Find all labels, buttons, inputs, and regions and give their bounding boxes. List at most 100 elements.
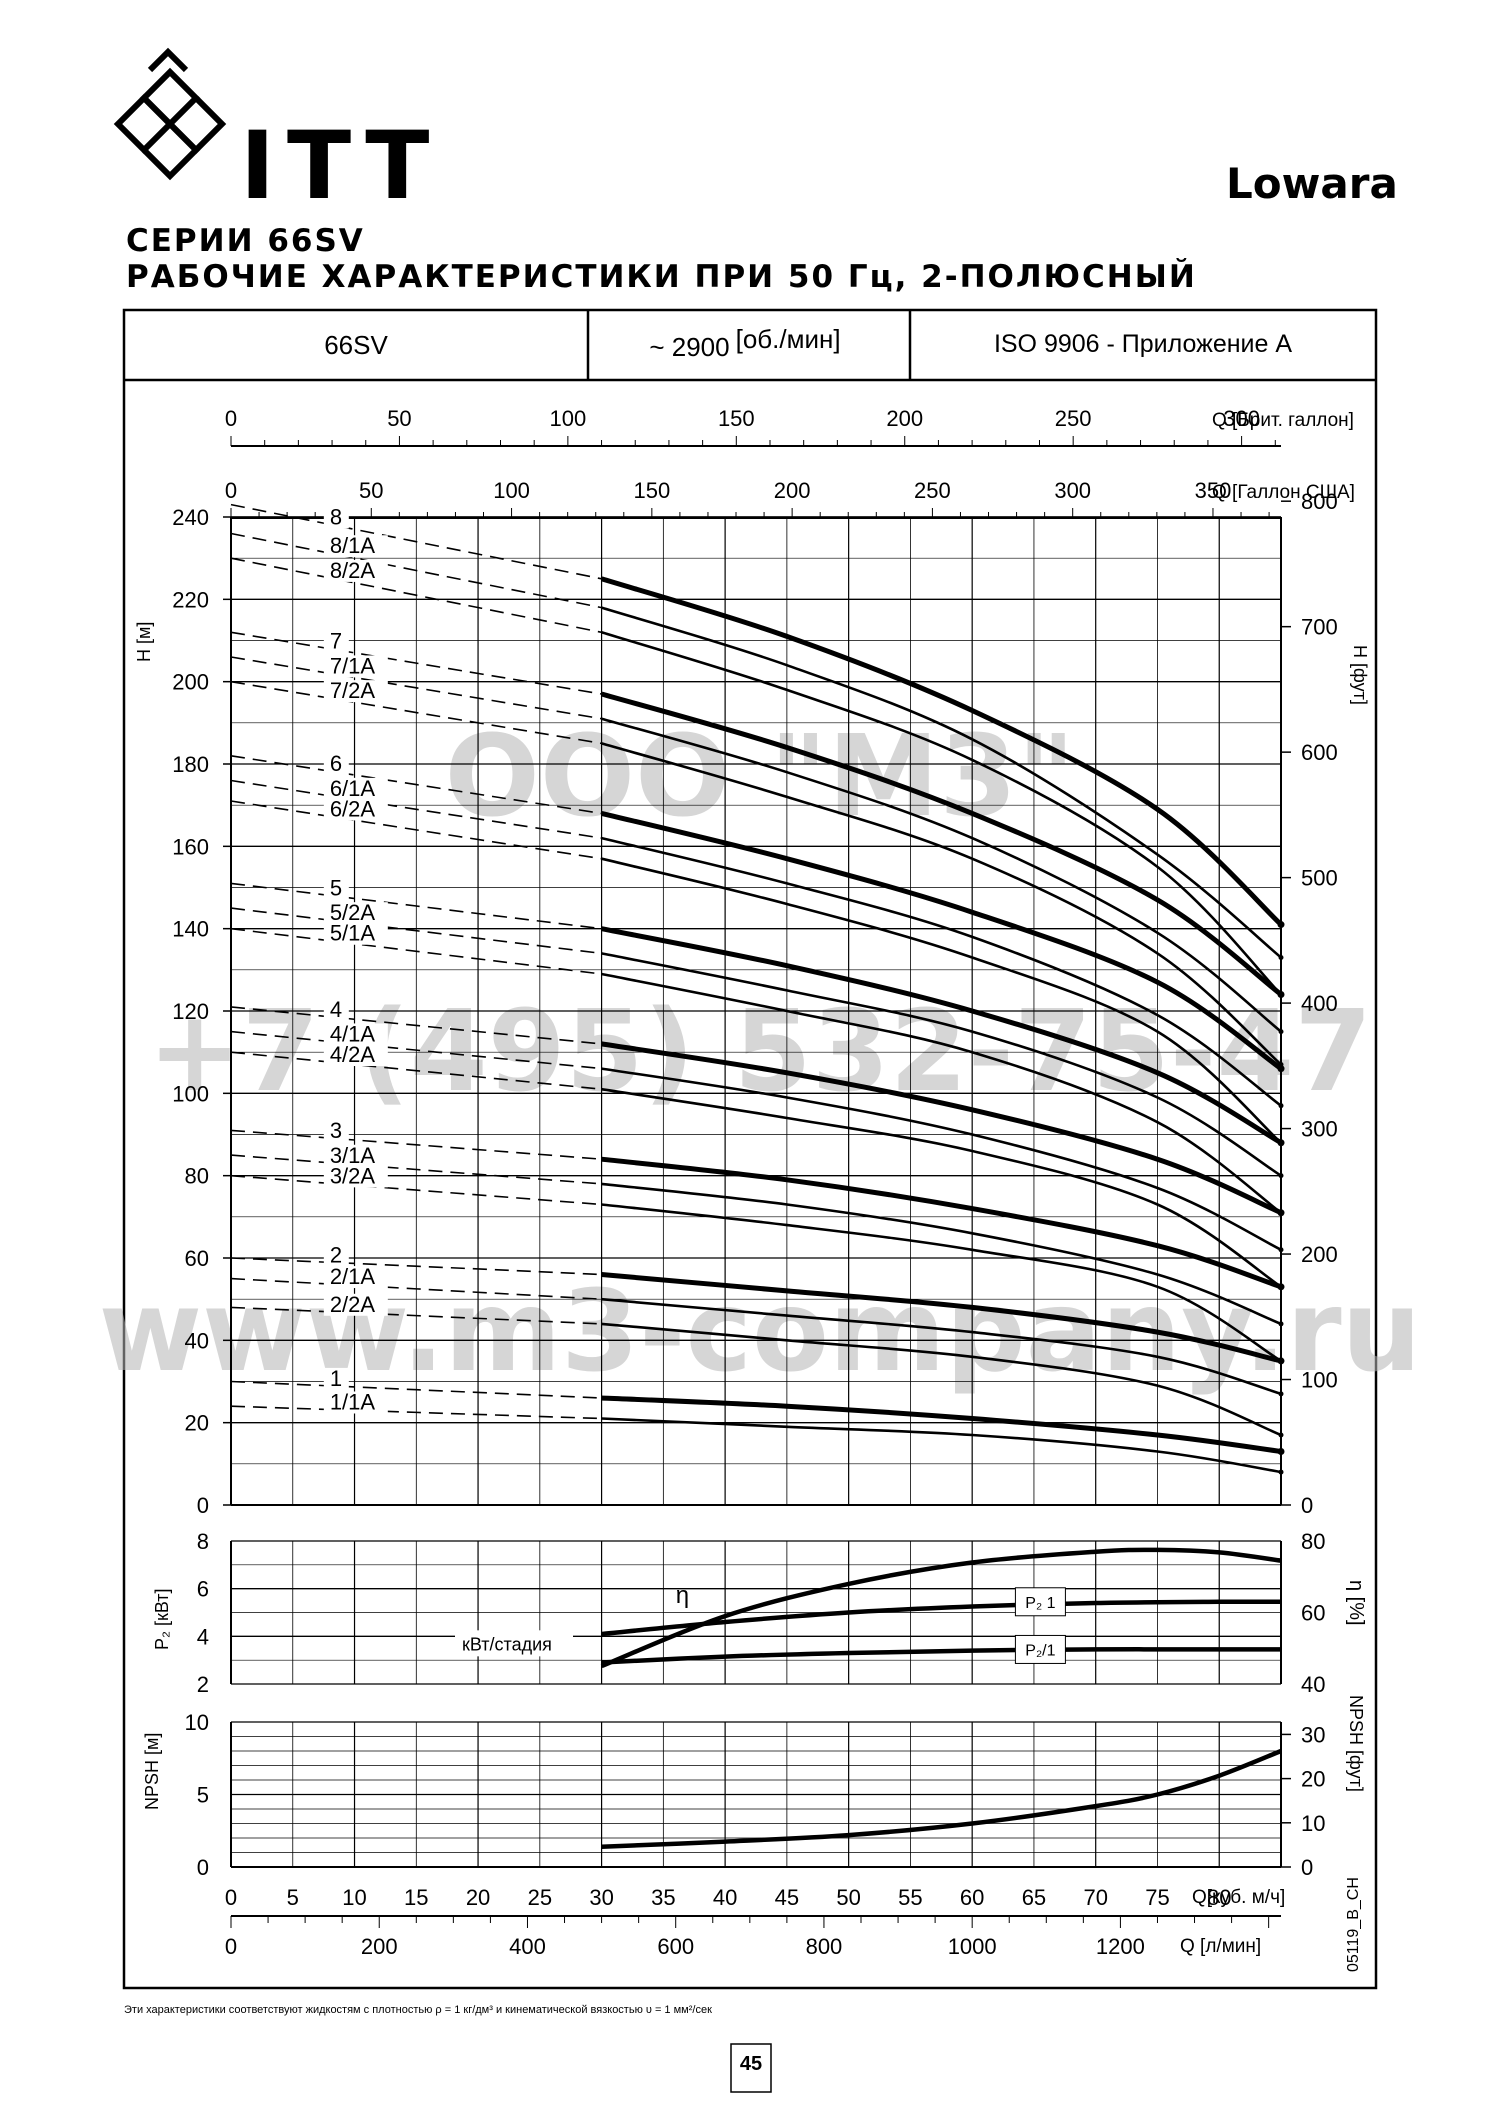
head-curve-3 bbox=[601, 1156, 1282, 1290]
stage-label-2-2a: 2/2A bbox=[330, 1292, 376, 1317]
stage-label-4-2a: 4/2A bbox=[330, 1042, 376, 1067]
head-curve-end-1 bbox=[1277, 1447, 1285, 1455]
q-m3h-tick-label: 20 bbox=[466, 1885, 490, 1910]
head-curve-dashed-4-1a bbox=[230, 1030, 602, 1070]
q-brit-tick-label: 250 bbox=[1055, 406, 1092, 431]
npsh-ft-axis-label: NPSH [фут] bbox=[1346, 1695, 1366, 1792]
head-curve-end-2 bbox=[1277, 1357, 1285, 1365]
q-m3h-axis-label: Q[куб. м/ч] bbox=[1192, 1887, 1285, 1908]
page-number: 45 bbox=[739, 2053, 763, 2075]
h-left-tick-label: 180 bbox=[172, 752, 209, 777]
npsh-tick-label: 5 bbox=[197, 1783, 209, 1808]
head-curve-dashed-2 bbox=[230, 1257, 602, 1276]
stage-label-bg-3-1a bbox=[323, 1144, 388, 1167]
head-curve-end-7 bbox=[1277, 991, 1285, 999]
head-curve-dashed-2-2a bbox=[230, 1306, 602, 1325]
head-curve-2-1a bbox=[601, 1297, 1282, 1396]
efficiency-curve bbox=[600, 1547, 1282, 1669]
plot-layer: 8 8/1A8/2A 77/1A7/2A 66/1A6/2A 55/2A5/1A 44/1… bbox=[230, 503, 1285, 1849]
model-cell: 66SV bbox=[324, 330, 388, 360]
q-m3h-tick-label: 25 bbox=[528, 1885, 552, 1910]
stage-label-5: 5 bbox=[330, 875, 342, 900]
stage-label-bg-4 bbox=[323, 998, 349, 1021]
head-curve-end-8 bbox=[1277, 921, 1285, 929]
q-lmin-tick-label: 1000 bbox=[948, 1934, 997, 1959]
stage-label-7-1a: 7/1A bbox=[330, 653, 376, 678]
head-curve-end-5-2a bbox=[1278, 1173, 1284, 1179]
power-axis-label: P₂ [кВт] bbox=[152, 1588, 172, 1650]
eta-label: η bbox=[676, 1582, 689, 1609]
eff-tick-label: 40 bbox=[1301, 1672, 1325, 1697]
head-curve-end-6 bbox=[1277, 1065, 1285, 1073]
stage-label-3-2a: 3/2A bbox=[330, 1163, 376, 1188]
stage-label-bg-8-1a bbox=[323, 535, 388, 558]
q-brit-axis-label: Q [Брит. галлон] bbox=[1212, 410, 1354, 431]
q-lmin-tick-label: 0 bbox=[225, 1934, 237, 1959]
watermark-line-1: ООО "М3" bbox=[445, 712, 1076, 842]
stage-label-3: 3 bbox=[330, 1118, 342, 1143]
stage-label-bg-7-2a bbox=[323, 680, 388, 703]
itt-wordmark: ITT bbox=[240, 112, 442, 221]
h-left-axis-label: H [м] bbox=[134, 622, 154, 662]
stage-label-bg-3 bbox=[323, 1120, 349, 1143]
q-lmin-tick-label: 400 bbox=[509, 1934, 546, 1959]
head-curve-3-2a bbox=[601, 1203, 1282, 1363]
q-lmin-tick-label: 800 bbox=[806, 1934, 843, 1959]
head-curve-dashed-2-1a bbox=[230, 1277, 602, 1300]
h-right-tick-label: 700 bbox=[1301, 615, 1338, 640]
speed-unit: [об./мин] bbox=[736, 324, 841, 354]
q-us-tick-label: 150 bbox=[633, 478, 670, 503]
series-title: СЕРИИ 66SV bbox=[126, 223, 365, 259]
watermark: ООО "М3" +7 (495) 532-75-47 www.m3-compa… bbox=[99, 712, 1422, 1397]
npsh-ft-tick-label: 10 bbox=[1301, 1811, 1325, 1836]
head-curve-2 bbox=[601, 1272, 1282, 1364]
h-left-tick-label: 80 bbox=[185, 1164, 209, 1189]
power-tick-label: 6 bbox=[197, 1577, 209, 1602]
q-m3h-tick-label: 55 bbox=[898, 1885, 922, 1910]
head-curve-dashed-4 bbox=[230, 1006, 602, 1045]
axes-layer: 0204060801001201401601802002202400100200… bbox=[134, 406, 1370, 1972]
q-m3h-tick-label: 70 bbox=[1083, 1885, 1107, 1910]
head-curve-dashed-6-1a bbox=[230, 779, 602, 839]
head-curve-dashed-8 bbox=[230, 503, 602, 580]
power-curve-p-1 bbox=[601, 1599, 1282, 1637]
stage-label-bg-2 bbox=[323, 1244, 349, 1267]
p2-label-1: P₂ 1 bbox=[1025, 1595, 1055, 1612]
head-curve-dashed-6 bbox=[230, 755, 602, 815]
power-tick-label: 2 bbox=[197, 1672, 209, 1697]
speed-cell: ~ 2900 [об./мин] bbox=[649, 324, 840, 362]
stage-label-bg-5 bbox=[323, 877, 349, 900]
h-left-tick-label: 240 bbox=[172, 505, 209, 530]
head-curve-3-1a bbox=[601, 1182, 1282, 1326]
q-brit-tick-label: 100 bbox=[550, 406, 587, 431]
head-curve-end-3 bbox=[1277, 1283, 1285, 1291]
head-curve-dashed-5-2a bbox=[230, 907, 602, 955]
stage-label-bg-4-1a bbox=[323, 1023, 388, 1046]
h-right-tick-label: 400 bbox=[1301, 991, 1338, 1016]
head-curve-dashed-5-1a bbox=[230, 927, 602, 975]
stage-label-bg-8 bbox=[323, 506, 349, 529]
head-curve-end-7-1a bbox=[1278, 1029, 1284, 1035]
stage-label-6: 6 bbox=[330, 751, 342, 776]
head-curve-dashed-8-1a bbox=[230, 532, 602, 609]
head-curve-end-4 bbox=[1277, 1209, 1285, 1217]
eff-axis-label: η [%] bbox=[1345, 1580, 1367, 1626]
q-lmin-tick-label: 200 bbox=[361, 1934, 398, 1959]
head-curve-1-1a bbox=[601, 1417, 1282, 1474]
head-curve-7-2a bbox=[601, 742, 1282, 1066]
stage-label-bg-1-1a bbox=[323, 1391, 388, 1414]
stage-label-5-1a: 5/1A bbox=[330, 921, 376, 946]
head-curve-2-2a bbox=[601, 1322, 1282, 1437]
speed-value: ~ 2900 bbox=[649, 332, 729, 362]
head-curve-1 bbox=[601, 1395, 1282, 1454]
head-curve-5-2a bbox=[601, 952, 1282, 1177]
h-left-tick-label: 120 bbox=[172, 999, 209, 1024]
q-m3h-tick-label: 30 bbox=[589, 1885, 613, 1910]
kw-stage-label: кВт/стадия bbox=[462, 1634, 552, 1654]
npsh-tick-label: 0 bbox=[197, 1855, 209, 1880]
stage-label-bg-6-2a bbox=[323, 798, 388, 821]
performance-title: РАБОЧИЕ ХАРАКТЕРИСТИКИ ПРИ 50 Гц, 2-ПОЛЮ… bbox=[126, 259, 1197, 295]
q-us-tick-label: 250 bbox=[914, 478, 951, 503]
h-left-tick-label: 40 bbox=[185, 1328, 209, 1353]
head-curve-7-1a bbox=[601, 717, 1282, 1033]
